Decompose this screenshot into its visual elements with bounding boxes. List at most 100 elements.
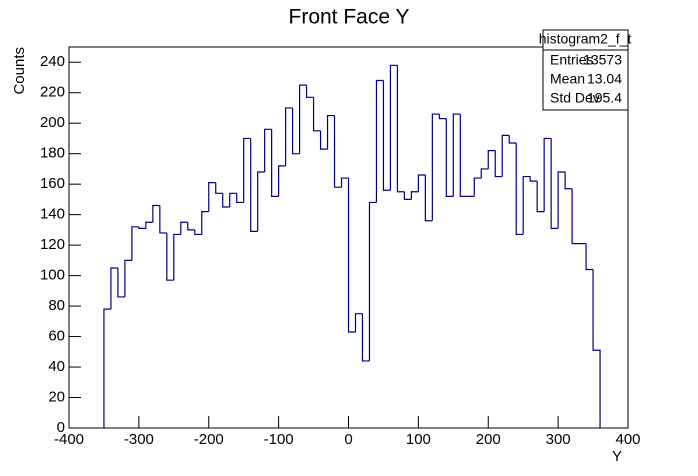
histogram-bin [452,113,461,197]
histogram-bin [473,177,482,197]
histogram-bin [424,175,433,222]
histogram-bin [201,210,209,235]
stats-key: Mean [550,71,585,87]
histogram-bin [180,221,188,235]
histogram-bin [389,64,398,191]
x-tick-label: 300 [546,431,571,448]
histogram-bin [103,308,111,428]
stats-value: 13573 [583,52,622,68]
histogram-bin [347,178,356,333]
histogram-bin [361,313,370,362]
histogram-bin [487,150,496,169]
y-tick-label: 220 [40,84,65,101]
histogram-bin [319,130,328,150]
x-tick-label: -400 [54,431,84,448]
histogram-bin [543,137,552,212]
plot-area: 0 20 40 60 80 100 120 140 160 180 200 220 240 -400 -30… [40,53,641,448]
histogram-bin [236,193,244,204]
histogram-bin [194,229,202,236]
x-tick-label: 200 [476,431,501,448]
stats-box [542,29,629,111]
histogram-bin [564,171,573,190]
histogram-bin [124,259,132,297]
stats-title: histogram2_f_t [539,31,632,47]
histogram-bin [264,128,272,172]
histogram-bin [215,182,223,194]
histogram-bin [187,222,195,231]
histogram-bin [501,134,510,177]
histogram-bin [152,204,160,223]
y-tick-label: 20 [48,388,65,405]
chart-title: Front Face Y [289,6,410,29]
stats-value: 195.4 [587,90,622,106]
y-tick-label: 140 [40,206,65,223]
x-tick-label: -100 [264,431,294,448]
histogram-bin [173,233,181,281]
histogram-bin [494,150,503,178]
histogram-bin [340,177,349,188]
histogram-bin [536,181,545,213]
y-tick-label: 160 [40,175,65,192]
histogram-bin [285,107,293,166]
y-tick-label: 40 [48,358,65,375]
histogram-bin [208,182,216,212]
y-tick-label: 120 [40,236,65,253]
stats-value: 13.04 [587,71,622,87]
histogram-bin [250,138,258,233]
histogram-bin [480,168,489,179]
histogram-bin [571,188,580,245]
histogram-bin [522,175,531,235]
histogram-bin [166,232,174,281]
histogram-bin [368,201,377,361]
x-tick-label: -300 [124,431,154,448]
x-tick-label: 400 [615,431,640,448]
y-tick-label: 60 [48,328,65,345]
histogram-bin [410,191,419,200]
histogram-bin [138,226,146,229]
stats-key: Entries [550,52,594,68]
histogram-bin [438,114,447,120]
histogram-bin [131,226,139,261]
histogram-bin [257,171,265,232]
histogram-bin [117,267,125,298]
histogram-bin [529,176,538,182]
histogram-bin [459,114,468,197]
histogram-bin [550,138,559,229]
x-tick-label: 0 [344,431,352,448]
histogram-bin [229,192,237,208]
y-tick-label: 200 [40,114,65,131]
frame [68,46,629,429]
histogram-bin [298,84,307,154]
histogram-bin [375,79,384,203]
histogram-bin [445,118,454,197]
y-tick-label: 0 [57,419,65,436]
histogram-bin [354,313,363,332]
histogram-bin [592,269,601,428]
histogram-bin [278,165,286,197]
histogram-bin [417,174,426,192]
y-tick-label: 180 [40,145,65,162]
y-tick-label: 100 [40,267,65,284]
histogram-bin [145,221,153,229]
histogram-bin [515,143,524,236]
stats-key: Std Dev [550,90,600,106]
histogram-bin [222,193,230,208]
histogram-bin [557,171,566,229]
x-axis-label: Y [612,448,622,465]
histogram-bin [110,267,118,310]
x-tick-label: -200 [194,431,224,448]
histogram-bin [326,114,335,150]
histogram-bin [292,107,300,155]
histogram-bin [585,243,594,271]
histogram-bin [396,65,405,193]
histogram-bin [312,97,321,132]
histogram-bin [305,85,314,98]
histogram-bin [382,80,391,191]
histogram-bin [333,115,342,188]
histogram-bin [271,129,279,197]
histogram-bin [159,205,167,234]
histogram-bin [243,137,251,203]
histogram-bin [403,191,412,200]
y-axis-label: Counts [11,47,28,95]
